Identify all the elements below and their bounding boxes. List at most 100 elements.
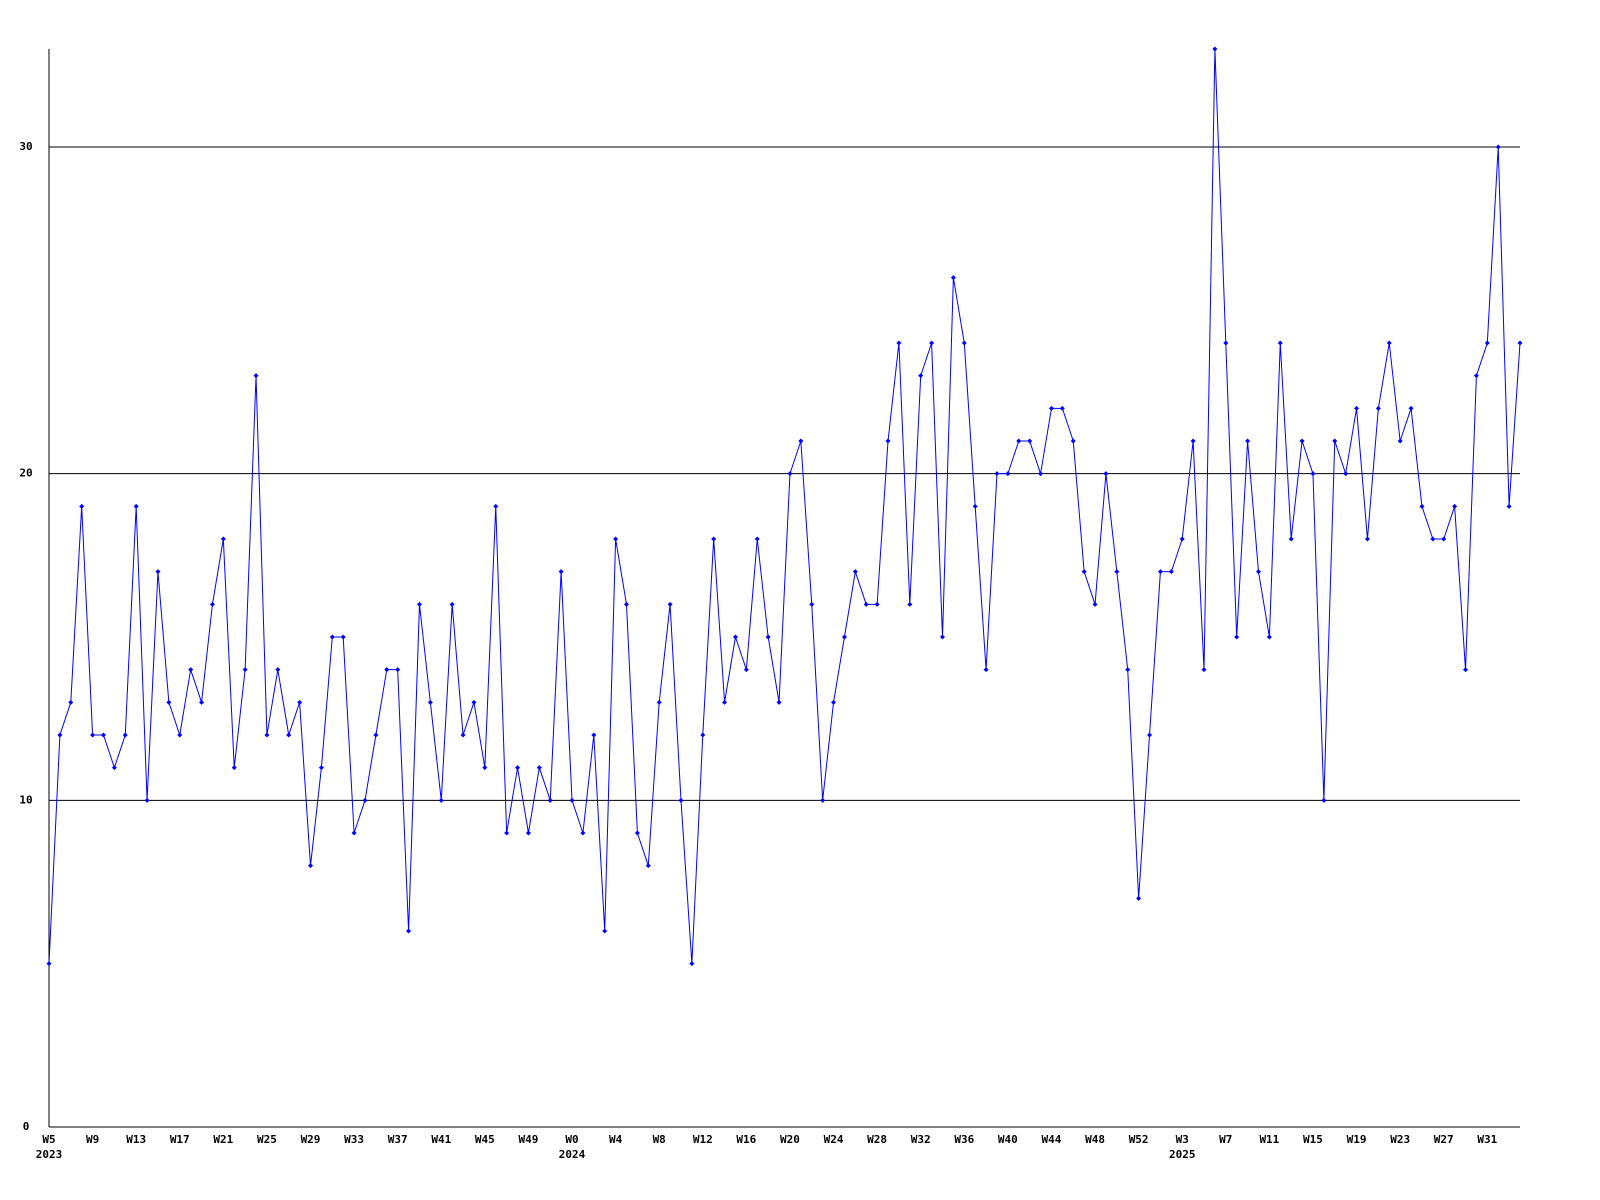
data-point [199,699,205,705]
data-point [297,699,303,705]
data-point [1212,46,1218,52]
data-point [831,699,837,705]
data-point [1354,405,1360,411]
data-point [743,667,749,673]
data-point [329,634,335,640]
data-point [972,503,978,509]
x-tick-label: W20 [780,1133,800,1146]
data-point [1255,569,1261,575]
data-point [111,765,117,771]
x-tick-label: W37 [387,1133,408,1146]
data-point [961,340,967,346]
data-point [1299,438,1305,444]
x-tick-label: W49 [518,1133,539,1146]
data-point [1038,471,1044,477]
x-tick-label: W52 [1128,1133,1149,1146]
data-point [1136,895,1142,901]
x-tick-label: W4 [608,1133,623,1146]
data-point [852,569,858,575]
data-point [580,830,586,836]
x-tick-label: W40 [997,1133,1018,1146]
data-point [373,732,379,738]
data-point [1277,340,1283,346]
data-point [427,699,433,705]
data-point [1016,438,1022,444]
x-tick-label: W31 [1477,1133,1498,1146]
data-point [264,732,270,738]
data-point [591,732,597,738]
x-tick-label: W41 [431,1133,452,1146]
data-point [482,765,488,771]
x-tick-label: W9 [85,1133,100,1146]
data-point [1201,667,1207,673]
data-point [1397,438,1403,444]
data-point [678,797,684,803]
x-tick-label: W5 2023 [35,1133,63,1161]
x-tick-label: W25 [256,1133,277,1146]
data-point [1463,667,1469,673]
data-point [79,503,85,509]
data-point [188,667,194,673]
data-point [820,797,826,803]
x-tick-label: W19 [1346,1133,1367,1146]
data-point [776,699,782,705]
data-point [1321,797,1327,803]
data-point [754,536,760,542]
x-tick-label: W27 [1433,1133,1454,1146]
data-point [471,699,477,705]
data-point [100,732,106,738]
y-tick-label: 20 [19,467,32,480]
data-point [874,601,880,607]
x-tick-label: W17 [169,1133,190,1146]
data-point [351,830,357,836]
data-point [656,699,662,705]
data-point [395,667,401,673]
y-tick-label: 10 [19,793,32,806]
data-point [1484,340,1490,346]
data-point [177,732,183,738]
x-tick-label: W11 [1259,1133,1280,1146]
x-tick-label: W36 [954,1133,975,1146]
data-point [634,830,640,836]
data-point [1168,569,1174,575]
data-point [624,601,630,607]
data-point [667,601,673,607]
x-tick-label: W0 2024 [558,1133,586,1161]
data-point [1332,438,1338,444]
data-point [1495,144,1501,150]
data-point [689,961,695,967]
data-line [48,48,1521,964]
data-point [46,961,52,967]
data-point [155,569,161,575]
data-point [1245,438,1251,444]
data-point [700,732,706,738]
data-point [406,928,412,934]
data-point [1473,373,1479,379]
data-point [449,601,455,607]
x-tick-label: W45 [474,1133,495,1146]
data-point [362,797,368,803]
x-tick-label: W3 2025 [1168,1133,1196,1161]
data-point [711,536,717,542]
data-point [765,634,771,640]
x-tick-label: W33 [344,1133,365,1146]
data-point [1179,536,1185,542]
data-point [907,601,913,607]
data-point [416,601,422,607]
data-point [929,340,935,346]
data-point [645,863,651,869]
data-point [1147,732,1153,738]
x-tick-label: W24 [823,1133,844,1146]
data-point [896,340,902,346]
y-tick-label: 30 [19,140,32,153]
data-point [318,765,324,771]
data-point [525,830,531,836]
data-point [1027,438,1033,444]
data-point [438,797,444,803]
data-point [558,569,564,575]
data-point [613,536,619,542]
data-point [166,699,172,705]
data-point [809,601,815,607]
x-tick-label: W44 [1041,1133,1062,1146]
